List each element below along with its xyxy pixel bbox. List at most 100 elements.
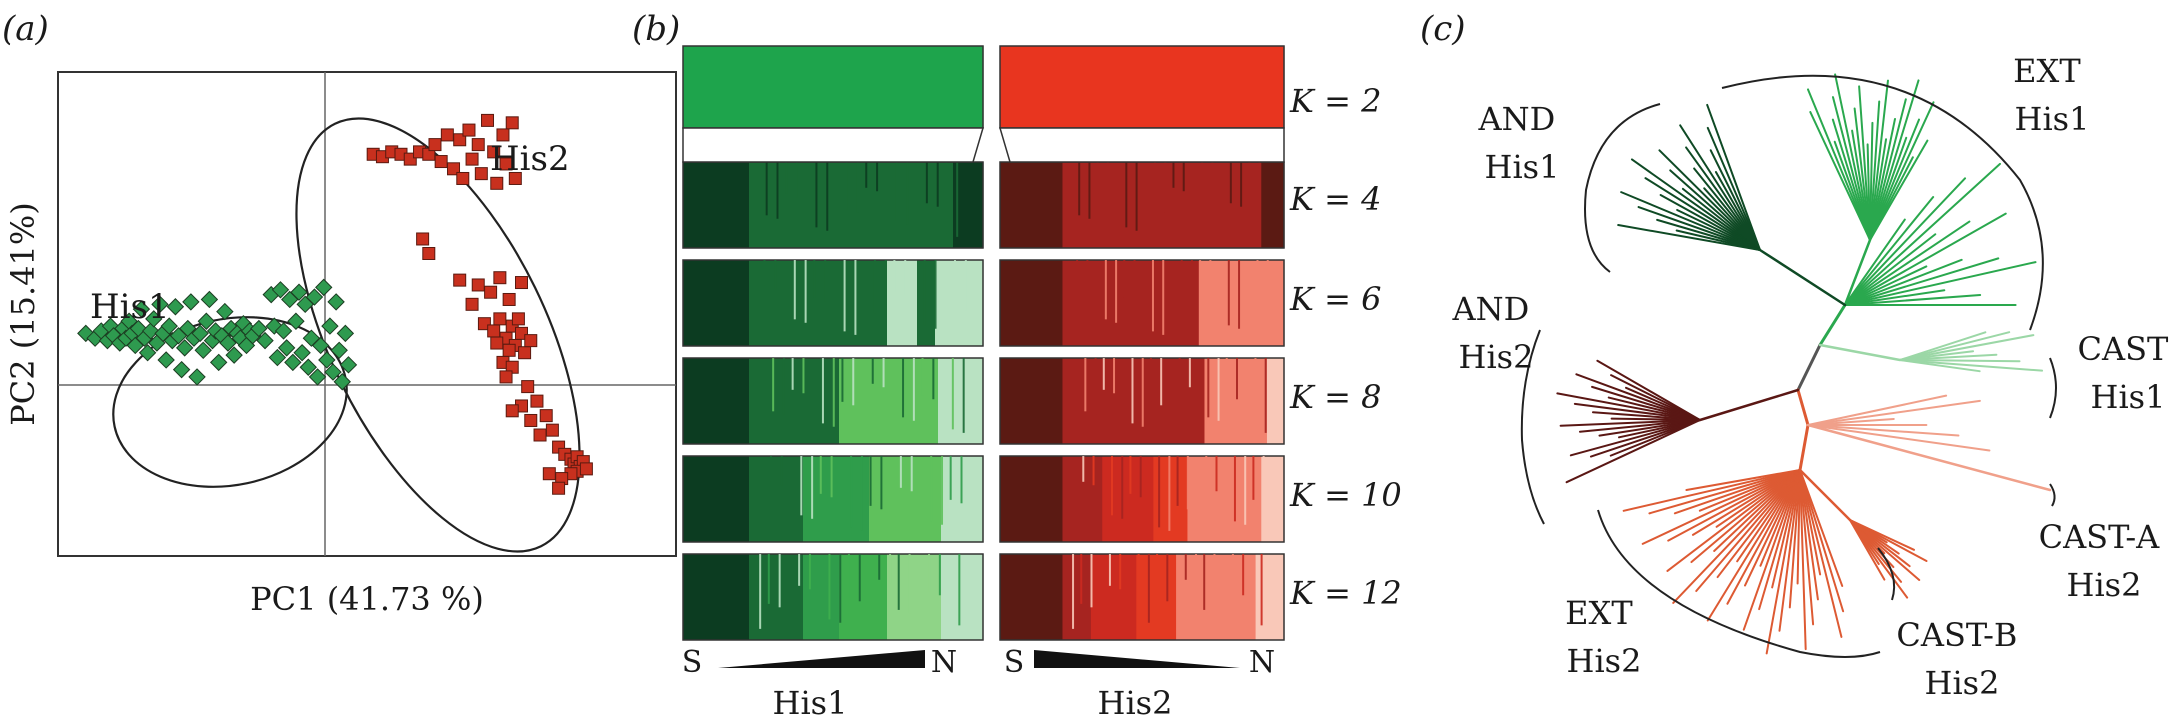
his1-k4-segment bbox=[749, 456, 804, 542]
his2-point bbox=[462, 123, 476, 137]
his2-k2-segment bbox=[1000, 260, 1064, 346]
tree-backbone bbox=[1796, 343, 1822, 392]
and-his1-branch bbox=[1617, 223, 1761, 251]
his1-point bbox=[216, 302, 234, 321]
his1-k2-segment bbox=[935, 260, 984, 346]
and-his2-branch bbox=[1565, 419, 1701, 484]
cast-a-his2-branch bbox=[1807, 399, 1981, 426]
panel-c-label: (c) bbox=[1420, 9, 1466, 49]
ext-his1-stem bbox=[1843, 238, 1872, 307]
cast-a-his2-branch bbox=[1807, 424, 1960, 437]
his1-point bbox=[250, 319, 268, 338]
and-his1-bracket bbox=[1584, 103, 1661, 273]
his2-point bbox=[505, 116, 519, 130]
his1-point bbox=[327, 293, 345, 311]
his1-k5-segment bbox=[803, 554, 840, 640]
his2-k1-segment bbox=[1000, 162, 1064, 248]
his1-gradient-label: His1 bbox=[773, 684, 848, 722]
his2-point bbox=[518, 346, 532, 360]
his1-point bbox=[182, 293, 200, 311]
k-label-4: K = 4 bbox=[1289, 180, 1381, 218]
his1-k1-segment bbox=[749, 162, 954, 248]
and-his2-branch bbox=[1596, 359, 1701, 421]
his2-point bbox=[440, 128, 454, 142]
his1-k4-segment bbox=[803, 456, 870, 542]
his2-point bbox=[505, 404, 519, 418]
his2-point bbox=[453, 273, 467, 287]
ext-his1-branch bbox=[1844, 162, 2002, 306]
ext-his2-branch bbox=[1685, 469, 1801, 492]
and-his1-branch bbox=[1644, 177, 1761, 251]
cast-a-his2-branch bbox=[1807, 424, 1991, 452]
k-label-2: K = 2 bbox=[1289, 82, 1381, 120]
and-his2-branch bbox=[1573, 402, 1701, 421]
ext-his2-branch bbox=[1695, 469, 1801, 593]
his2-point bbox=[552, 481, 566, 495]
ext-his1-label: EXT His1 bbox=[2013, 52, 2091, 138]
ext-his2-branch bbox=[1799, 469, 1819, 601]
his2-point bbox=[481, 113, 495, 127]
k-label-6: K = 6 bbox=[1289, 280, 1381, 318]
ext-his2-branch bbox=[1713, 469, 1801, 552]
his1-point bbox=[256, 331, 274, 350]
ext-his2-branch bbox=[1673, 469, 1801, 515]
his2-point bbox=[524, 413, 538, 427]
cast-his1-branch bbox=[1899, 331, 1987, 361]
his1-point bbox=[284, 353, 302, 372]
his1-point bbox=[157, 351, 175, 369]
cast-his1-branch bbox=[1899, 359, 2044, 372]
and-his1-branch bbox=[1706, 103, 1761, 251]
his2-gradient: S N His2 bbox=[1004, 645, 1275, 722]
panel-a-label: (a) bbox=[2, 9, 49, 49]
his1-point bbox=[271, 281, 290, 299]
his1-k5-segment bbox=[683, 554, 750, 640]
ext-his1-branch bbox=[1844, 177, 1967, 306]
his2-point bbox=[521, 380, 535, 394]
ext-his2-branch bbox=[1799, 469, 1844, 587]
his2-gradient-label: His2 bbox=[1098, 684, 1173, 722]
ext-his2-branch bbox=[1799, 469, 1815, 626]
cast-a-his2-label: CAST-A His2 bbox=[2039, 518, 2170, 604]
his2-k3-segment bbox=[1266, 358, 1285, 444]
his2-point bbox=[490, 176, 504, 190]
his1-point bbox=[274, 322, 293, 340]
ext-his2-branch bbox=[1799, 469, 1843, 638]
his1-k5-segment bbox=[749, 554, 804, 640]
his1-k3-segment bbox=[938, 358, 984, 444]
his1-k2-frame bbox=[682, 259, 984, 347]
his1-point bbox=[141, 322, 160, 340]
his2-point bbox=[499, 157, 513, 171]
his1-gradient-wedge bbox=[718, 650, 925, 668]
his2-k2-segment bbox=[1062, 260, 1200, 346]
his1-point bbox=[287, 312, 305, 330]
his1-point bbox=[318, 351, 336, 369]
ext-his1-branch bbox=[1869, 98, 1907, 241]
his2-point bbox=[447, 162, 461, 176]
his1-k5-segment bbox=[887, 554, 942, 640]
and-his1-branch bbox=[1659, 194, 1761, 251]
and-his2-branch bbox=[1556, 392, 1701, 421]
and-his2-branch bbox=[1569, 419, 1701, 457]
ext-his2-branch bbox=[1648, 469, 1801, 515]
and-his2-stem bbox=[1698, 388, 1800, 422]
his2-point bbox=[453, 133, 467, 147]
his2-point bbox=[545, 423, 559, 437]
his2-k2-segment bbox=[1198, 260, 1285, 346]
his1-point bbox=[339, 356, 358, 374]
k-label-12: K = 12 bbox=[1289, 574, 1402, 612]
his2-point bbox=[530, 394, 544, 408]
his1-point bbox=[138, 344, 157, 362]
his1-point bbox=[191, 324, 209, 343]
his2-k3-segment bbox=[1000, 358, 1064, 444]
his1-k2-segment bbox=[749, 260, 888, 346]
ext-his2-label: EXT His2 bbox=[1565, 594, 1643, 680]
his2-point bbox=[474, 167, 488, 181]
his1-point bbox=[194, 341, 212, 360]
pca-points bbox=[77, 113, 593, 495]
his1-point bbox=[188, 368, 206, 386]
cast-his1-branch bbox=[1899, 353, 1998, 361]
his2-k5-segment bbox=[1176, 554, 1257, 640]
ext-his1-bracket bbox=[1721, 74, 2044, 331]
ext-his1-branch bbox=[1869, 79, 1920, 241]
ext-his2-branch bbox=[1771, 469, 1801, 589]
